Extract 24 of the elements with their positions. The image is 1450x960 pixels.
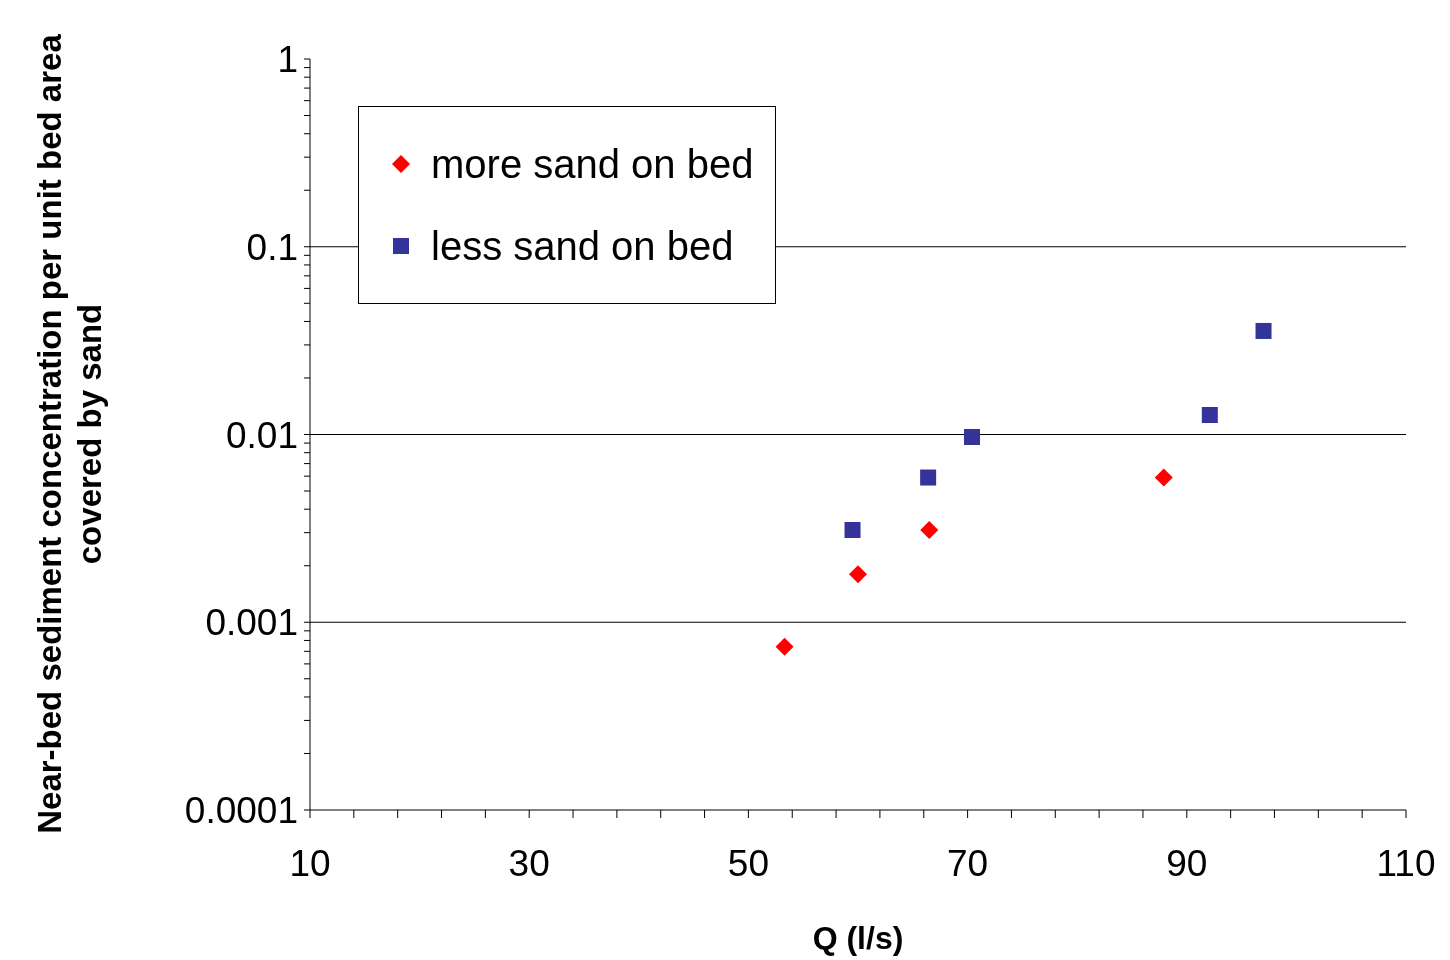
point [849, 565, 867, 584]
x-tick-label: 50 [727, 843, 769, 885]
point [920, 521, 939, 539]
legend-label: less sand on bed [431, 223, 734, 269]
y-tick-label: 0.0001 [184, 790, 298, 832]
point [920, 469, 937, 486]
y-tick-label: 1 [277, 39, 298, 81]
point [1201, 407, 1218, 424]
y-axis-title: Near-bed sediment concentration per unit bed area covered by sand [30, 33, 109, 836]
x-axis-title: Q (l/s) [811, 920, 905, 957]
x-tick-label: 110 [1376, 843, 1436, 885]
point [1154, 468, 1173, 487]
point [775, 637, 794, 656]
point [844, 522, 861, 538]
x-tick-label: 10 [289, 843, 331, 885]
x-tick-label: 90 [1166, 843, 1208, 885]
x-tick-label: 70 [947, 843, 989, 885]
point [1255, 322, 1272, 339]
legend-label: more sand on bed [431, 141, 754, 187]
y-tick-label: 0.001 [205, 602, 298, 644]
x-tick-label: 30 [508, 843, 550, 885]
point [963, 428, 980, 445]
y-tick-label: 0.01 [225, 414, 298, 456]
y-tick-label: 0.1 [246, 226, 298, 268]
